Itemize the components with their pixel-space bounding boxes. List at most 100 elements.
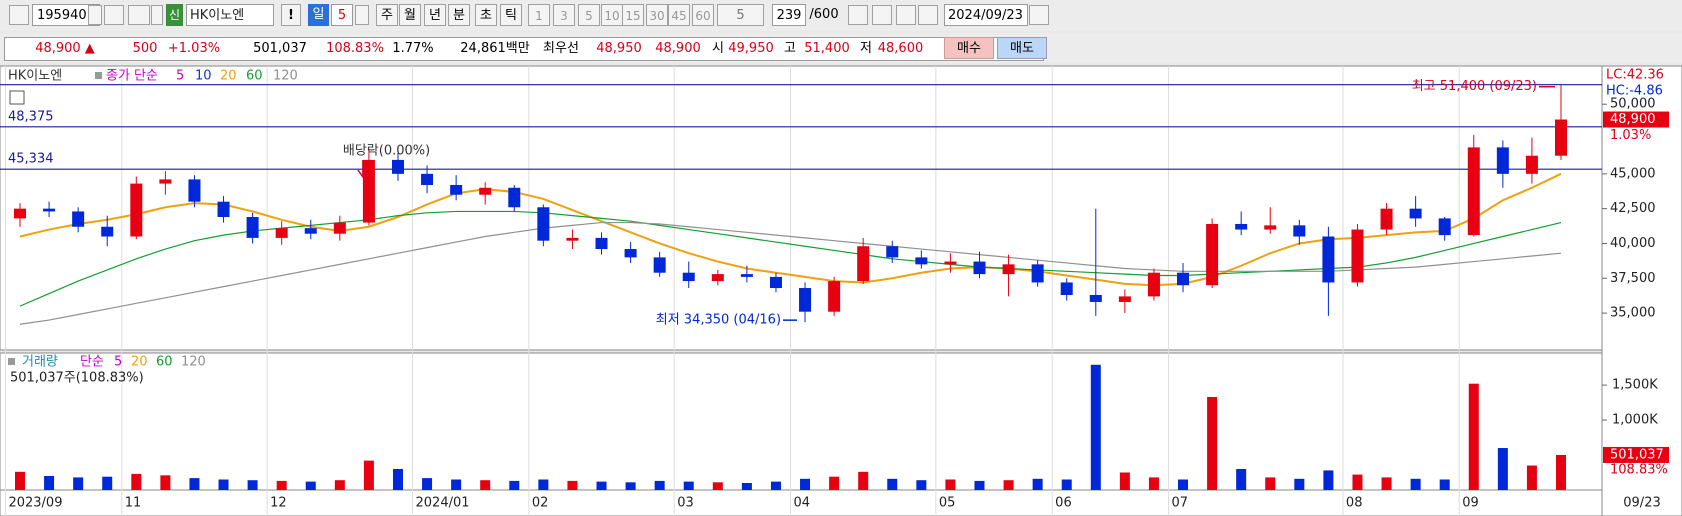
quote-best-label: 최우선 [543, 41, 579, 56]
interval-button[interactable]: 10 [601, 4, 623, 26]
x-tick-label: 09 [1462, 496, 1479, 511]
x-tick-label: 06 [1055, 496, 1072, 511]
chart-name: HK이노엔 [8, 69, 62, 84]
tool-icon[interactable] [918, 5, 938, 25]
candle-body [1002, 264, 1015, 275]
search-button[interactable] [104, 5, 124, 25]
buy-button[interactable]: 매수 [944, 37, 994, 59]
volume-bar [1265, 477, 1276, 490]
volume-bar [887, 478, 898, 490]
y-tick-label: 1,500K [1612, 378, 1658, 393]
volume-bar [480, 480, 491, 490]
legend-indicator: 종가 단순 [106, 69, 158, 84]
volume-bar [1032, 478, 1043, 490]
interval-button[interactable]: 60 [692, 4, 714, 26]
unit-button[interactable]: 년 [424, 4, 446, 26]
volume-bar [538, 479, 549, 490]
candle-body [973, 261, 986, 275]
code-input[interactable]: 195940 [32, 4, 100, 26]
legend-entry: 10 [195, 69, 212, 84]
y-tick-label: 40,000 [1610, 236, 1656, 251]
volume-bar [1439, 479, 1450, 490]
quote-amount: 24,861백만 [460, 41, 530, 56]
table-icon [9, 90, 25, 105]
candle-body [828, 281, 841, 312]
menu-icon[interactable] [9, 5, 29, 25]
candle-body [1177, 272, 1190, 286]
x-tick-label: 02 [532, 496, 549, 511]
candle-body [1118, 296, 1131, 302]
calendar-button[interactable] [1029, 5, 1049, 25]
volume-name: 거래량 [22, 355, 58, 370]
period-n[interactable]: 5 [331, 4, 353, 26]
legend-entry: 20 [131, 355, 148, 370]
unit-button[interactable]: 틱 [500, 4, 522, 26]
candle-body [159, 179, 172, 184]
volume-bar [1556, 454, 1566, 490]
interval-select[interactable]: 5 [717, 4, 764, 26]
legend-entry: 120 [273, 69, 298, 84]
volume-bar [683, 481, 694, 490]
quote-open-label: 시 [712, 41, 724, 56]
candle-body [333, 222, 346, 234]
x-tick-label: 04 [794, 496, 811, 511]
tool-icon[interactable] [848, 5, 868, 25]
candle-body [1031, 264, 1044, 283]
candle-body [391, 159, 404, 174]
unit-button[interactable]: 초 [475, 4, 497, 26]
interval-button[interactable]: 15 [622, 4, 644, 26]
unit-button[interactable]: 월 [399, 4, 421, 26]
interval-button[interactable]: 5 [578, 4, 600, 26]
volume-bar [1352, 474, 1363, 490]
volume-bar [1090, 364, 1101, 490]
axis-panel [1601, 65, 1682, 516]
y-tick-label: 50,000 [1610, 97, 1656, 112]
volume-bar [829, 476, 840, 490]
period-button[interactable]: 일 [308, 4, 329, 26]
period-dropdown[interactable] [355, 5, 369, 25]
last-change: 1.03% [1610, 128, 1651, 143]
unit-button[interactable]: 분 [448, 4, 470, 26]
tool-icon[interactable] [896, 5, 916, 25]
alert-button[interactable]: ! [281, 4, 301, 26]
sound-button[interactable] [128, 5, 150, 25]
volume-bar [945, 479, 956, 490]
legend-entry: 20 [220, 69, 237, 84]
y-tick-label: 1,000K [1612, 413, 1658, 428]
interval-button[interactable]: 30 [646, 4, 668, 26]
sell-button[interactable]: 매도 [997, 37, 1047, 59]
volume-bar [451, 479, 462, 490]
sound-dropdown[interactable] [151, 5, 163, 25]
last-volume-box [1603, 446, 1669, 463]
date-input[interactable]: 2024/09/23 [944, 4, 1028, 26]
quote-change-pct: +1.03% [167, 41, 221, 56]
volume-bar [974, 480, 985, 490]
candle-body [1147, 272, 1160, 297]
volume-bar [1526, 465, 1537, 490]
candle-body [711, 274, 724, 282]
candle-body [421, 173, 434, 185]
quote-best-bid: 48,900 [655, 41, 701, 56]
x-tick-label: 08 [1346, 496, 1363, 511]
code-dropdown[interactable] [88, 5, 102, 25]
volume-bar [102, 476, 113, 490]
candle-body [886, 246, 899, 258]
interval-button[interactable]: 1 [528, 4, 550, 26]
volume-bar [15, 471, 25, 490]
candle-body [624, 249, 637, 258]
quote-volume-ratio: 108.83% [326, 41, 384, 56]
volume-bar [509, 480, 520, 490]
volume-bar [1178, 479, 1189, 490]
price-line-label: 48,375 [8, 109, 54, 124]
count-input[interactable]: 239 [772, 4, 806, 26]
count-max: /600 [809, 7, 839, 22]
interval-button[interactable]: 45 [668, 4, 690, 26]
unit-button[interactable]: 주 [376, 4, 398, 26]
hc-label: HC:-4.86 [1606, 84, 1663, 99]
tool-icon[interactable] [872, 5, 892, 25]
volume-bar [1294, 478, 1305, 490]
quote-high: 51,400 [804, 41, 850, 56]
candle-body [1496, 147, 1509, 174]
volume-bar [654, 480, 665, 490]
interval-button[interactable]: 3 [553, 4, 575, 26]
